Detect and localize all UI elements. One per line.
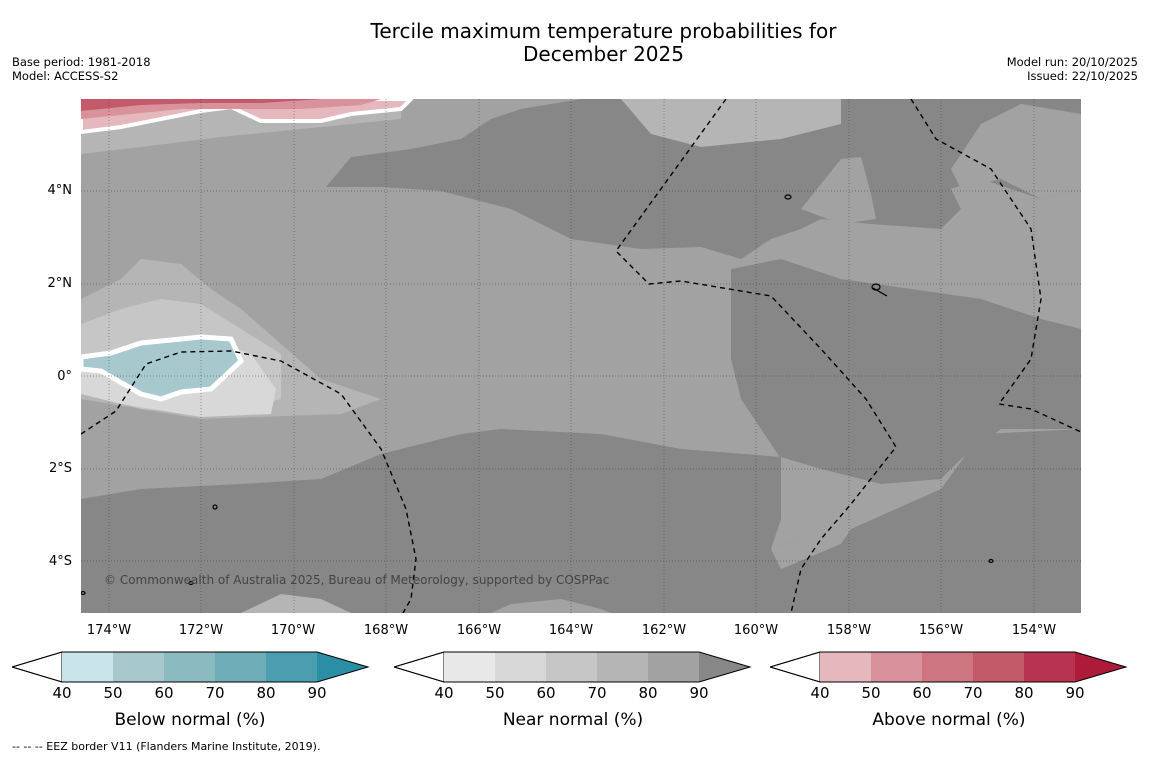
- light-region-sw-patch: [241, 594, 351, 613]
- dark-region-north: [326, 99, 1081, 259]
- x-tick-158w: 158°W: [826, 623, 872, 638]
- x-tick-156w: 156°W: [918, 623, 964, 638]
- colorbar-below-normal: [12, 651, 370, 683]
- cb1-tick-50: 50: [103, 684, 123, 702]
- colorbar-above-normal: [770, 651, 1128, 683]
- cb1-tick-60: 60: [154, 684, 174, 702]
- title-line-2: December 2025: [523, 42, 684, 66]
- islands: [81, 194, 994, 596]
- meta-right: Model run: 20/10/2025 Issued: 22/10/2025: [1007, 55, 1138, 83]
- x-tick-174w: 174°W: [86, 623, 132, 638]
- light-region-east-patch: [801, 157, 876, 224]
- dark-region-south: [81, 429, 1081, 613]
- below-normal-fill: [81, 334, 245, 402]
- cb1-tick-40: 40: [52, 684, 72, 702]
- x-tick-170w: 170°W: [270, 623, 316, 638]
- cb3-tick-40: 40: [810, 684, 830, 702]
- colorbar-label-above: Above normal (%): [872, 710, 1026, 730]
- eez-footnote: -- -- -- EEZ border V11 (Flanders Marine…: [12, 740, 321, 753]
- dark-region-east: [731, 259, 1081, 484]
- y-tick-4s: 4°S: [48, 554, 72, 569]
- cb1-tick-90: 90: [307, 684, 327, 702]
- below-normal-50: [81, 334, 245, 402]
- model-run: Model run: 20/10/2025: [1006, 55, 1138, 69]
- meta-left: Base period: 1981-2018 Model: ACCESS-S2: [12, 55, 151, 83]
- light-region-east-edge: [951, 104, 1081, 199]
- eez-borders: [81, 99, 1081, 613]
- cb2-tick-80: 80: [638, 684, 658, 702]
- cb2-tick-70: 70: [587, 684, 607, 702]
- cb2-tick-60: 60: [536, 684, 556, 702]
- cb3-tick-80: 80: [1014, 684, 1034, 702]
- y-tick-4n: 4°N: [47, 183, 73, 198]
- cb2-tick-50: 50: [485, 684, 505, 702]
- x-tick-162w: 162°W: [641, 623, 687, 638]
- cb2-tick-90: 90: [689, 684, 709, 702]
- y-tick-0: 0°: [57, 369, 72, 384]
- cb3-tick-50: 50: [861, 684, 881, 702]
- model-name: Model: ACCESS-S2: [12, 69, 119, 83]
- cb2-tick-40: 40: [434, 684, 454, 702]
- x-tick-160w: 160°W: [733, 623, 779, 638]
- light-region-north-center: [621, 99, 841, 147]
- colorbar-label-below: Below normal (%): [114, 710, 266, 730]
- probability-map: [81, 99, 1081, 613]
- x-tick-166w: 166°W: [456, 623, 502, 638]
- y-tick-2s: 2°S: [48, 461, 72, 476]
- light-region-south-patch: [771, 457, 851, 549]
- cb3-tick-60: 60: [912, 684, 932, 702]
- title-line-1: Tercile maximum temperature probabilitie…: [370, 19, 837, 43]
- copyright-credit: © Commonwealth of Australia 2025, Bureau…: [104, 573, 610, 587]
- issued-date: Issued: 22/10/2025: [1027, 69, 1138, 83]
- x-tick-154w: 154°W: [1011, 623, 1057, 638]
- cb3-tick-70: 70: [963, 684, 983, 702]
- cb1-tick-80: 80: [256, 684, 276, 702]
- cb3-tick-90: 90: [1065, 684, 1085, 702]
- map-title: Tercile maximum temperature probabilitie…: [0, 20, 1150, 66]
- above-normal-60: [81, 99, 321, 111]
- base-period: Base period: 1981-2018: [12, 55, 151, 69]
- x-tick-172w: 172°W: [178, 623, 224, 638]
- cb1-tick-70: 70: [205, 684, 225, 702]
- light-region-se-patch: [491, 599, 611, 613]
- above-normal-fill: [81, 99, 414, 135]
- y-tick-2n: 2°N: [47, 276, 73, 291]
- x-tick-168w: 168°W: [363, 623, 409, 638]
- colorbar-label-near: Near normal (%): [502, 710, 644, 730]
- x-tick-164w: 164°W: [548, 623, 594, 638]
- colorbar-near-normal: [394, 651, 752, 683]
